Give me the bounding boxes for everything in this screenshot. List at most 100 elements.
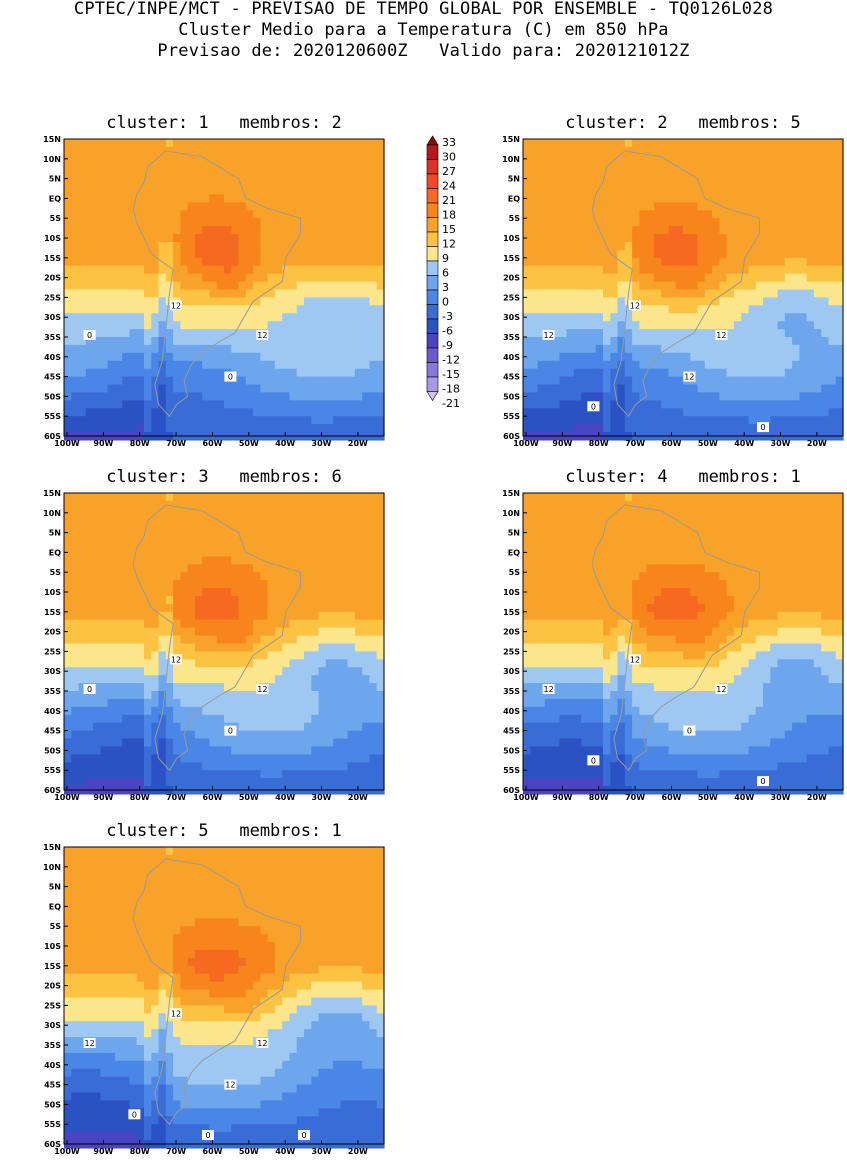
colorbar-label: 30 [442,150,456,163]
lat-tick-label: 50S [44,1100,61,1109]
lat-tick-label: EQ [49,902,61,911]
lat-tick-label: EQ [508,548,520,557]
lon-tick-label: 40W [734,793,754,802]
lat-tick-label: 15S [44,608,61,617]
lon-tick-label: 100W [54,793,80,802]
lat-tick-label: 20S [44,628,61,637]
contour-label: 12 [85,1039,95,1048]
main-title-line3: Previsao de: 2020120600Z Valido para: 20… [0,42,847,61]
colorbar-label: -12 [442,353,460,366]
colorbar-bottom-arrow [427,392,438,401]
temperature-field [64,847,385,1149]
lat-tick-label: 15N [43,843,61,852]
colorbar-swatch [427,145,438,160]
colorbar-top-arrow [427,136,438,145]
lat-tick-label: 5N [49,883,61,892]
lon-tick-label: 60W [203,793,223,802]
lon-tick-label: 80W [130,1147,150,1156]
lon-tick-label: 50W [698,439,718,448]
lon-tick-label: 80W [130,793,150,802]
lon-tick-label: 20W [348,793,368,802]
lon-tick-label: 20W [807,793,827,802]
lat-tick-label: 15S [503,608,520,617]
contour-label: 12 [171,1009,181,1018]
lon-tick-label: 70W [166,793,186,802]
lon-tick-label: 20W [807,439,827,448]
lat-tick-label: 5N [508,529,520,538]
lon-tick-label: 90W [93,1147,113,1156]
temperature-field [523,493,844,795]
lat-tick-label: 40S [44,1061,61,1070]
colorbar-label: 6 [442,266,449,279]
lat-tick-label: EQ [508,194,520,203]
contour-label: 12 [716,331,726,340]
contour-label: 0 [87,685,92,694]
lat-tick-label: 40S [44,707,61,716]
contour-label: 12 [544,331,554,340]
panel-title-4: cluster: 4 membros: 1 [518,467,847,487]
lat-tick-label: 25S [503,293,520,302]
lon-tick-label: 90W [552,439,572,448]
lon-tick-label: 70W [166,1147,186,1156]
lon-tick-label: 90W [93,793,113,802]
lat-tick-label: 10S [503,234,520,243]
lat-tick-label: 5N [508,175,520,184]
temperature-field [64,139,385,441]
lon-tick-label: 60W [662,439,682,448]
lon-tick-label: 40W [734,439,754,448]
lat-tick-label: 10N [502,155,520,164]
main-title-line1: CPTEC/INPE/MCT - PREVISAO DE TEMPO GLOBA… [0,0,847,19]
colorbar-label: 9 [442,252,449,265]
colorbar-label: -15 [442,368,460,381]
colorbar-label: 27 [442,165,456,178]
temperature-map-svg: 15N10N5NEQ5S10S15S20S25S30S35S40S45S50S5… [30,134,390,454]
lat-tick-label: 10S [503,588,520,597]
lat-tick-label: 20S [503,274,520,283]
lat-tick-label: 10S [44,942,61,951]
contour-label: 0 [591,402,596,411]
lat-tick-label: 35S [44,687,61,696]
temperature-map-svg: 15N10N5NEQ5S10S15S20S25S30S35S40S45S50S5… [30,488,390,808]
temperature-field [523,139,844,441]
lon-tick-label: 20W [348,439,368,448]
lon-tick-label: 50W [239,793,259,802]
lon-tick-label: 80W [589,793,609,802]
lat-tick-label: 25S [503,647,520,656]
lat-tick-label: 25S [44,293,61,302]
contour-label: 0 [205,1131,210,1140]
lon-tick-label: 50W [698,793,718,802]
colorbar-label: -18 [442,382,460,395]
lat-tick-label: 45S [503,373,520,382]
lon-tick-label: 100W [54,1147,80,1156]
contour-label: 12 [225,1081,235,1090]
temperature-field [64,493,385,795]
contour-label: 12 [684,373,694,382]
lat-tick-label: 15S [503,254,520,263]
colorbar-label: -3 [442,310,453,323]
lat-tick-label: 10N [502,509,520,518]
contour-label: 12 [630,301,640,310]
contour-label: 0 [228,373,233,382]
lon-tick-label: 100W [513,793,539,802]
lat-tick-label: 40S [503,353,520,362]
lat-tick-label: 40S [503,707,520,716]
lon-tick-label: 70W [625,439,645,448]
lon-tick-label: 70W [625,793,645,802]
contour-label: 12 [630,655,640,664]
lon-tick-label: 90W [93,439,113,448]
panel-title-5: cluster: 5 membros: 1 [59,821,389,841]
lat-tick-label: 45S [44,727,61,736]
colorbar-swatch [427,290,438,305]
lat-tick-label: 15S [44,254,61,263]
main-title-line2: Cluster Medio para a Temperatura (C) em … [0,21,847,40]
colorbar-swatch [427,363,438,378]
colorbar-swatch [427,203,438,218]
lat-tick-label: 10N [43,863,61,872]
colorbar-swatch [427,276,438,291]
lat-tick-label: 55S [503,412,520,421]
lat-tick-label: 25S [44,647,61,656]
lat-tick-label: 5S [50,568,62,577]
colorbar-swatch [427,218,438,233]
